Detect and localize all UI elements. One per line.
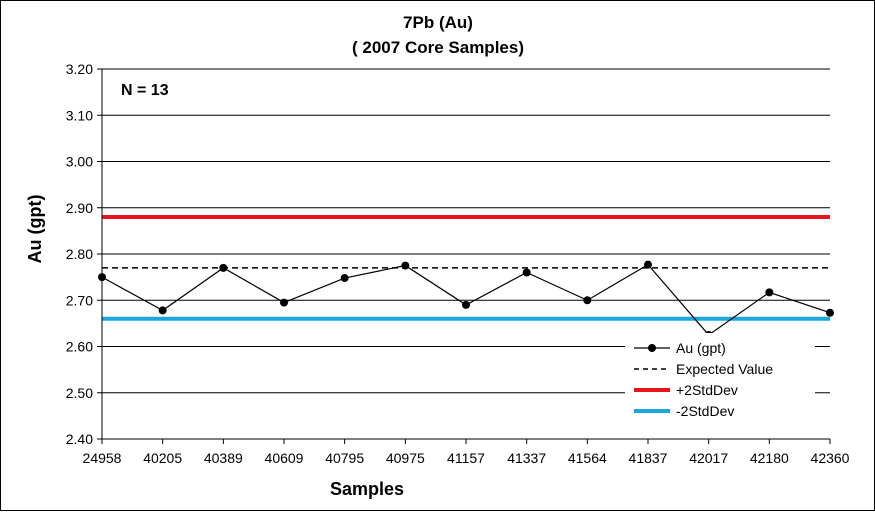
au-data-point (219, 263, 228, 272)
x-tick-label: 24958 (83, 450, 122, 466)
legend-label: +2StdDev (676, 382, 738, 398)
x-tick-label: 40389 (204, 450, 243, 466)
chart-title: 7Pb (Au) (403, 13, 473, 32)
legend-label: Expected Value (676, 361, 773, 377)
legend: Au (gpt) Expected Value +2StdDev -2StdDev (625, 333, 815, 429)
legend-marker (648, 344, 656, 352)
y-axis-title: Au (gpt) (25, 195, 45, 264)
au-data-point (522, 268, 531, 277)
x-tick-label: 41837 (629, 450, 668, 466)
x-tick-label: 40205 (143, 450, 182, 466)
au-data-point (644, 260, 652, 269)
gridlines (102, 68, 830, 394)
y-tick-label: 2.90 (66, 200, 93, 216)
y-tick-label: 3.10 (66, 107, 93, 123)
x-tick-label: 41337 (507, 450, 546, 466)
y-tick-label: 2.80 (66, 246, 93, 262)
sample-count-annotation: N = 13 (121, 82, 169, 99)
y-tick-label: 2.40 (66, 431, 93, 447)
x-tick-label: 40975 (386, 450, 425, 466)
au-data-point (340, 274, 349, 283)
y-tick-label: 2.50 (66, 385, 93, 401)
au-data-point (462, 300, 470, 309)
axes (97, 68, 831, 444)
x-tick-labels: 24958 40205 40389 40609 40795 40975 41157 41337… (83, 450, 850, 466)
y-tick-label: 3.00 (66, 154, 93, 170)
y-tick-label: 2.60 (66, 339, 93, 355)
x-tick-label: 42017 (689, 450, 728, 466)
legend-label: -2StdDev (676, 403, 734, 419)
y-tick-labels: 2.40 2.50 2.60 2.70 2.80 2.90 3.00 3.10 3.20 (66, 61, 93, 447)
au-data-point (826, 308, 834, 317)
x-axis-title: Samples (330, 479, 404, 499)
x-tick-label: 42360 (811, 450, 850, 466)
au-data-point (280, 298, 288, 307)
x-tick-label: 40795 (325, 450, 364, 466)
x-tick-label: 40609 (265, 450, 304, 466)
x-tick-label: 42180 (750, 450, 789, 466)
au-data-point (765, 288, 774, 297)
y-tick-label: 2.70 (66, 292, 93, 308)
legend-label: Au (gpt) (676, 340, 726, 356)
au-data-point (401, 261, 410, 270)
au-data-point (158, 306, 167, 315)
au-data-point (583, 296, 592, 305)
x-tick-label: 41564 (568, 450, 607, 466)
y-tick-label: 3.20 (66, 61, 93, 77)
chart-subtitle: ( 2007 Core Samples) (352, 38, 524, 57)
x-tick-label: 41157 (447, 450, 485, 466)
